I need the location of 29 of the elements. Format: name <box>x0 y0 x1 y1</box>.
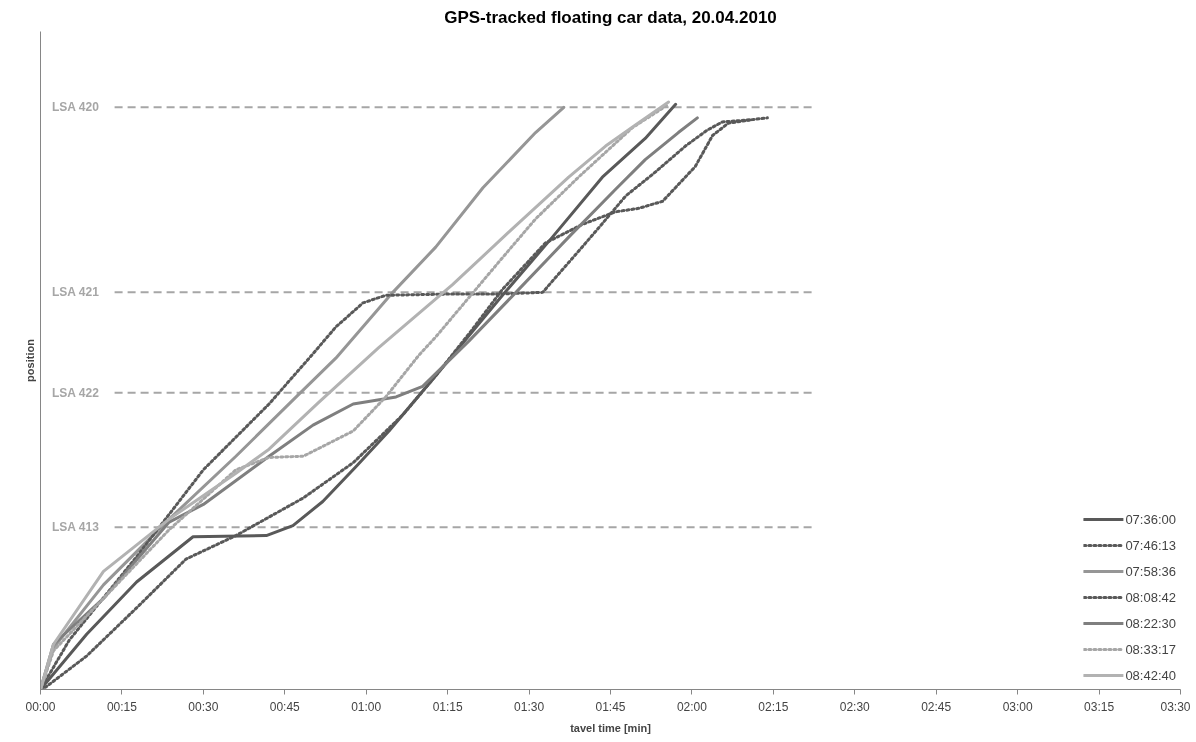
legend-label: 08:42:40 <box>1125 667 1176 683</box>
x-tick-label: 01:15 <box>432 699 463 714</box>
x-tick-label: 01:00 <box>351 699 382 714</box>
x-tick-label: 01:30 <box>514 699 545 714</box>
x-tick-label: 02:15 <box>758 699 789 714</box>
ref-line-label: LSA 422 <box>51 385 100 400</box>
x-tick-label: 01:45 <box>595 699 626 714</box>
x-tick-label: 03:30 <box>1160 699 1191 714</box>
ref-line-label: LSA 413 <box>51 520 100 535</box>
x-tick-label: 02:30 <box>839 699 871 714</box>
legend-label: 07:36:00 <box>1125 511 1176 527</box>
chart-title: GPS-tracked floating car data, 20.04.2010 <box>444 7 777 27</box>
legend-label: 08:33:17 <box>1125 641 1176 657</box>
x-tick-label: 00:15 <box>106 699 138 714</box>
x-tick-label: 00:30 <box>188 699 219 714</box>
x-tick-label: 02:45 <box>921 699 952 714</box>
x-axis-title: tavel time [min] <box>570 721 652 734</box>
x-tick-label: 03:15 <box>1084 699 1115 714</box>
legend-label: 07:58:36 <box>1125 563 1176 579</box>
legend-label: 08:08:42 <box>1125 589 1176 605</box>
x-tick-label: 02:00 <box>676 699 708 714</box>
x-tick-label: 03:00 <box>1002 699 1033 714</box>
ref-line-label: LSA 421 <box>51 285 100 300</box>
ref-line-label: LSA 420 <box>51 100 100 115</box>
x-tick-label: 00:45 <box>269 699 301 714</box>
legend-label: 08:22:30 <box>1125 615 1176 631</box>
legend-label: 07:46:13 <box>1125 537 1176 553</box>
x-tick-label: 00:00 <box>25 699 56 714</box>
y-axis-title: position <box>23 338 36 382</box>
